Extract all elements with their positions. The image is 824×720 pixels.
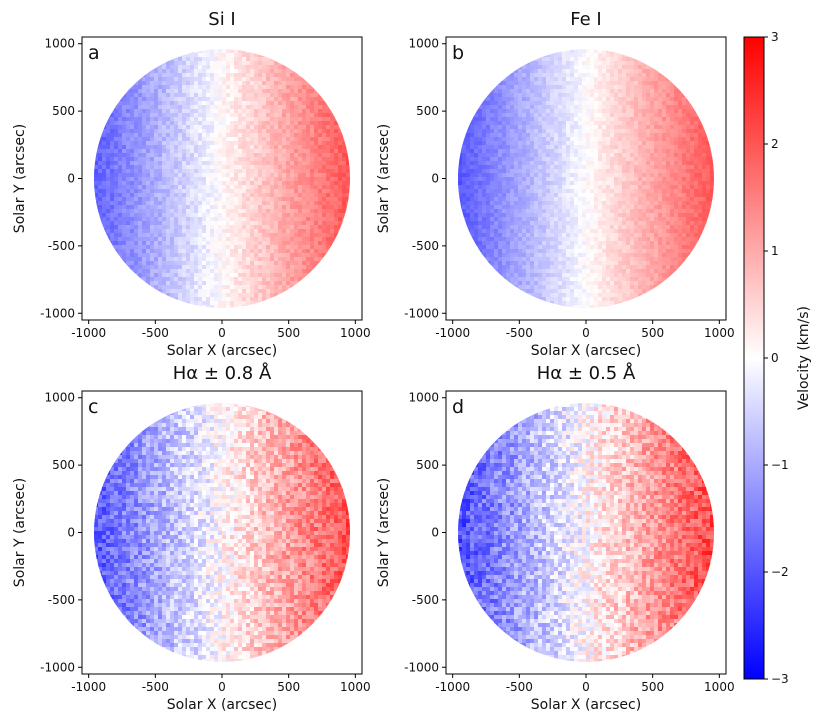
x-tick-label: 1000 — [704, 680, 735, 694]
y-tick-label: 0 — [67, 526, 75, 540]
panel-letter: a — [88, 42, 100, 64]
colorbar-label: Velocity (km/s) — [796, 306, 812, 410]
x-tick-label: 1000 — [704, 326, 735, 340]
y-tick-label: 500 — [52, 458, 75, 472]
x-tick-label: 500 — [641, 326, 664, 340]
panel-letter: c — [88, 396, 98, 418]
x-tick-label: -1000 — [435, 326, 470, 340]
colorbar-tick-label: 2 — [771, 137, 779, 151]
colorbar-tick-label: −1 — [771, 458, 789, 472]
panel-title: Hα ± 0.5 Å — [537, 362, 636, 384]
x-tick-label: 0 — [218, 326, 226, 340]
y-tick-label: -1000 — [404, 660, 439, 674]
x-tick-label: 500 — [277, 680, 300, 694]
panel-letter: d — [452, 396, 464, 418]
panel-title: Si I — [208, 9, 235, 30]
x-tick-label: -1000 — [71, 326, 106, 340]
panel-letter: b — [452, 42, 464, 64]
panel-b: -1000 -500 0 500 1000 -1000 -500 0 500 1000 Fe I b S… — [376, 9, 735, 359]
y-axis-label: Solar Y (arcsec) — [376, 124, 392, 233]
x-tick-label: -1000 — [71, 680, 106, 694]
x-tick-label: 0 — [582, 326, 590, 340]
x-tick-label: 1000 — [340, 326, 371, 340]
y-tick-label: 0 — [67, 172, 75, 186]
velocity-map — [94, 403, 350, 662]
colorbar-tick-label: −3 — [771, 672, 789, 686]
y-tick-label: 0 — [431, 172, 439, 186]
x-tick-label: -500 — [142, 680, 169, 694]
y-tick-label: -1000 — [404, 306, 439, 320]
x-tick-label: 0 — [582, 680, 590, 694]
y-tick-label: 1000 — [44, 37, 75, 51]
x-tick-label: -500 — [506, 680, 533, 694]
colorbar-tick-label: −2 — [771, 565, 789, 579]
x-tick-label: -1000 — [435, 680, 470, 694]
x-axis-label: Solar X (arcsec) — [167, 343, 277, 359]
panel-a: -1000 -500 0 500 1000 -1000 -500 0 500 1000 Si I a S… — [12, 9, 371, 359]
y-tick-label: 0 — [431, 526, 439, 540]
x-tick-label: -500 — [506, 326, 533, 340]
y-axis-label: Solar Y (arcsec) — [12, 124, 28, 233]
y-tick-label: 1000 — [44, 391, 75, 405]
colorbar-tick-label: 3 — [771, 30, 779, 44]
colorbar-bar — [743, 36, 765, 680]
y-tick-label: -500 — [412, 593, 439, 607]
colorbar-tick-label: 0 — [771, 351, 779, 365]
x-axis-label: Solar X (arcsec) — [531, 697, 641, 713]
x-tick-label: 500 — [641, 680, 664, 694]
y-tick-label: 500 — [52, 104, 75, 118]
panel-title: Fe I — [570, 9, 601, 30]
x-axis-label: Solar X (arcsec) — [167, 697, 277, 713]
y-tick-label: 500 — [416, 458, 439, 472]
x-tick-label: 1000 — [340, 680, 371, 694]
velocity-map — [94, 49, 350, 308]
y-tick-label: -1000 — [40, 660, 75, 674]
y-tick-label: -500 — [48, 239, 75, 253]
x-axis-label: Solar X (arcsec) — [531, 343, 641, 359]
colorbar: 3 2 1 0 −1 −2 −3 Velocity (km/s) — [743, 30, 812, 686]
velocity-map — [458, 49, 714, 308]
y-tick-label: 500 — [416, 104, 439, 118]
y-tick-label: -1000 — [40, 306, 75, 320]
y-tick-label: -500 — [48, 593, 75, 607]
x-tick-label: 0 — [218, 680, 226, 694]
colorbar-tick-label: 1 — [771, 244, 779, 258]
velocity-map — [458, 403, 714, 662]
panel-d: -1000 -500 0 500 1000 -1000 -500 0 500 1000 Hα ± 0… — [376, 362, 735, 713]
y-tick-label: -500 — [412, 239, 439, 253]
y-axis-label: Solar Y (arcsec) — [376, 478, 392, 587]
panel-title: Hα ± 0.8 Å — [173, 362, 272, 384]
x-tick-label: -500 — [142, 326, 169, 340]
panel-c: -1000 -500 0 500 1000 -1000 -500 0 500 1000 Hα ± 0… — [12, 362, 371, 713]
x-tick-label: 500 — [277, 326, 300, 340]
y-axis-label: Solar Y (arcsec) — [12, 478, 28, 587]
y-tick-label: 1000 — [408, 391, 439, 405]
panels: -1000 -500 0 500 1000 -1000 -500 0 500 1000 Si I a S… — [12, 9, 735, 713]
y-tick-label: 1000 — [408, 37, 439, 51]
